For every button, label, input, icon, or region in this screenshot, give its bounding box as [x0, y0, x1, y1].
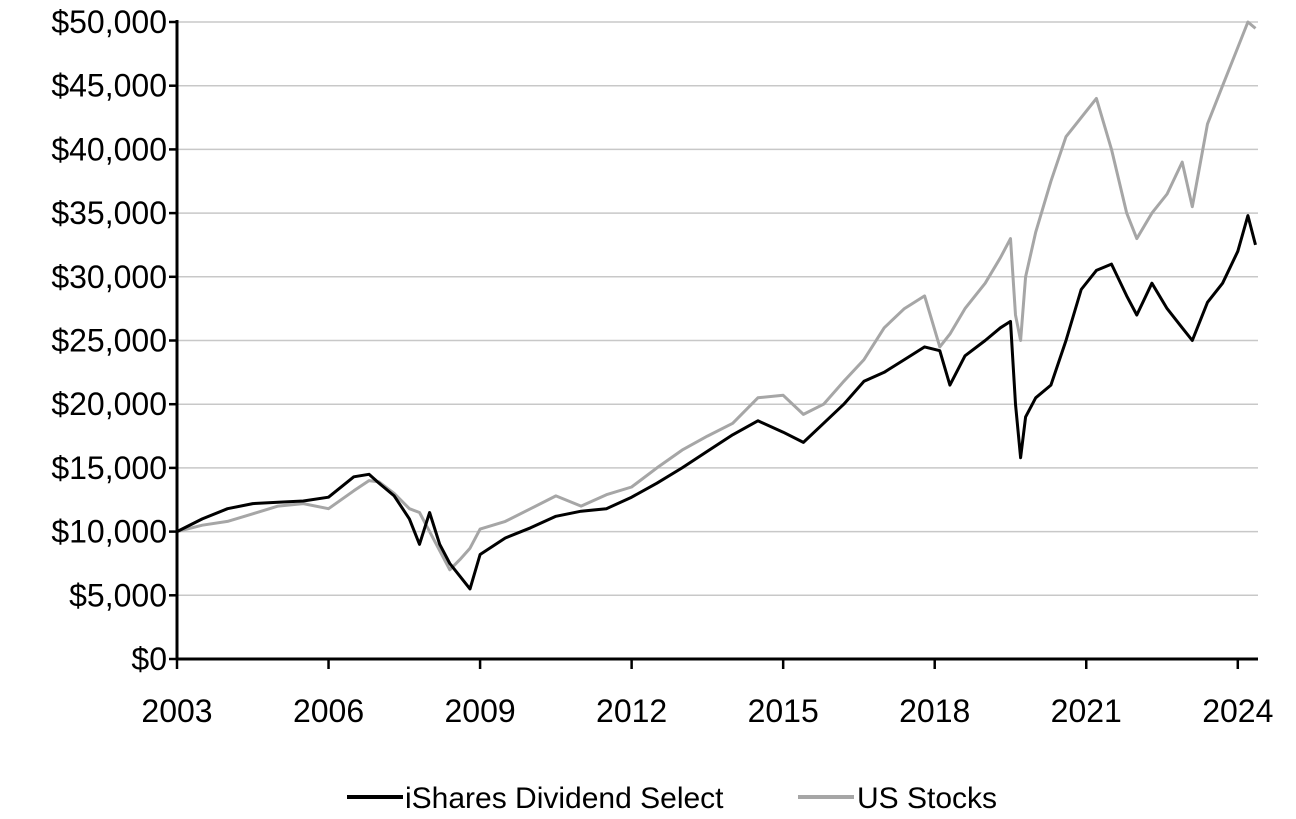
grid-lines — [177, 21, 1258, 597]
y-tick-label: $25,000 — [51, 323, 167, 359]
x-tick-labels: 2003 2006 2009 2012 2015 2018 2021 2024 — [141, 693, 1273, 729]
x-tick-label: 2015 — [748, 693, 819, 729]
x-tick-label: 2009 — [444, 693, 515, 729]
y-tick-label: $10,000 — [51, 514, 167, 550]
x-tick-label: 2018 — [899, 693, 970, 729]
y-tick-label: $30,000 — [51, 259, 167, 295]
x-tick-label: 2021 — [1051, 693, 1122, 729]
y-tick-label: $15,000 — [51, 450, 167, 486]
x-tick-label: 2003 — [141, 693, 212, 729]
series-lines — [176, 20, 1257, 591]
axes — [175, 20, 1258, 661]
axis-ticks — [169, 20, 1240, 669]
series-line-1 — [176, 20, 1257, 572]
y-tick-label: $20,000 — [51, 386, 167, 422]
y-tick-labels: $0 $5,000 $10,000 $15,000 $20,000 $25,000 $30,… — [51, 4, 167, 677]
legend: iShares Dividend Select US Stocks — [347, 782, 997, 815]
x-tick-label: 2024 — [1202, 693, 1273, 729]
series-line-0 — [176, 214, 1257, 591]
y-tick-label: $5,000 — [69, 577, 167, 613]
y-tick-label: $0 — [131, 641, 167, 677]
y-tick-label: $50,000 — [51, 4, 167, 40]
y-tick-label: $35,000 — [51, 195, 167, 231]
y-tick-label: $40,000 — [51, 131, 167, 167]
legend-label-1: US Stocks — [857, 782, 997, 814]
x-tick-label: 2012 — [596, 693, 667, 729]
y-tick-label: $45,000 — [51, 68, 167, 104]
legend-label-0: iShares Dividend Select — [405, 782, 724, 814]
x-tick-label: 2006 — [293, 693, 364, 729]
